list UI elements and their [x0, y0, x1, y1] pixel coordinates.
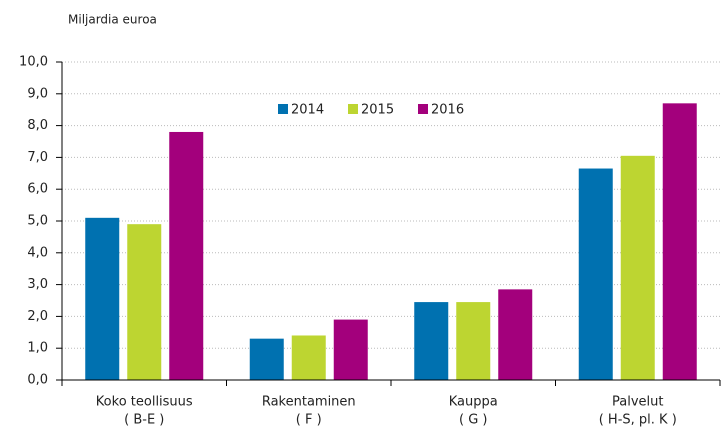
- x-tick-label: ( H-S, pl. K ): [599, 413, 677, 428]
- y-tick-label: 7,0: [27, 150, 48, 165]
- bar: [620, 155, 655, 380]
- bar: [498, 289, 533, 380]
- x-tick-label: ( G ): [459, 413, 487, 428]
- bar: [456, 302, 491, 380]
- bar: [85, 217, 120, 380]
- x-tick-label: Koko teollisuus: [96, 395, 193, 410]
- y-tick-label: 0,0: [27, 373, 48, 388]
- y-tick-label: 9,0: [27, 86, 48, 101]
- bar: [169, 131, 204, 380]
- bar: [333, 319, 368, 380]
- bar: [249, 338, 284, 380]
- bar: [662, 103, 697, 380]
- y-tick-label: 4,0: [27, 245, 48, 260]
- y-tick-label: 6,0: [27, 182, 48, 197]
- legend-swatch: [348, 104, 358, 114]
- x-tick-label: ( B-E ): [124, 413, 164, 428]
- legend-swatch: [278, 104, 288, 114]
- y-tick-label: 5,0: [27, 214, 48, 229]
- x-tick-label: Palvelut: [612, 395, 663, 410]
- legend-label: 2016: [431, 103, 464, 118]
- y-tick-label: 1,0: [27, 341, 48, 356]
- legend-swatch: [418, 104, 428, 114]
- bar: [291, 335, 326, 380]
- y-tick-label: 10,0: [19, 55, 48, 70]
- y-tick-label: 3,0: [27, 277, 48, 292]
- bar: [578, 168, 613, 380]
- x-tick-label: Kauppa: [449, 395, 498, 410]
- y-axis-label: Miljardia euroa: [68, 13, 157, 27]
- y-tick-label: 2,0: [27, 309, 48, 324]
- bar: [127, 224, 162, 380]
- y-tick-label: 8,0: [27, 118, 48, 133]
- x-tick-label: Rakentaminen: [262, 395, 356, 410]
- bar: [414, 302, 449, 380]
- x-tick-label: ( F ): [296, 413, 322, 428]
- legend-label: 2015: [361, 103, 394, 118]
- legend-label: 2014: [291, 103, 324, 118]
